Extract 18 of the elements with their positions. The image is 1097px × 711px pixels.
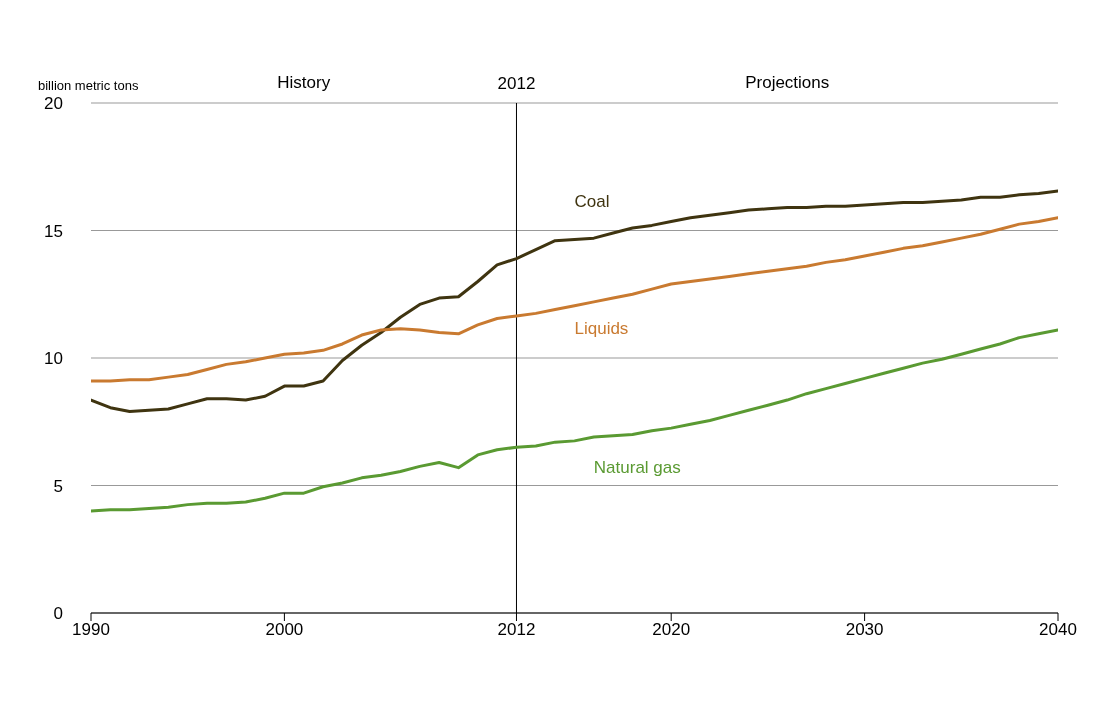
x-tick-label: 2000	[265, 620, 304, 640]
text: History	[276, 73, 332, 93]
y-tick-label: 10	[44, 349, 63, 369]
x-tick-label: 2020	[652, 620, 691, 640]
y-tick-label: 5	[53, 476, 63, 496]
x-tick-label: 2012	[497, 620, 536, 640]
y-tick-label: 0	[53, 604, 63, 624]
x-tick-label: 2030	[845, 620, 884, 640]
series-label: Natural gas	[593, 458, 681, 478]
x-tick-label: 1990	[72, 620, 110, 640]
series-label: Liquids	[574, 318, 629, 338]
y-axis-title: billion metric tons	[38, 78, 139, 93]
text: Projections	[744, 73, 831, 93]
ref-line-label: 2012	[497, 74, 536, 93]
y-tick-label: 20	[44, 94, 63, 114]
x-tick-label: 2040	[1039, 620, 1077, 640]
y-tick-label: 15	[44, 221, 63, 241]
series-label: Coal	[574, 192, 610, 212]
